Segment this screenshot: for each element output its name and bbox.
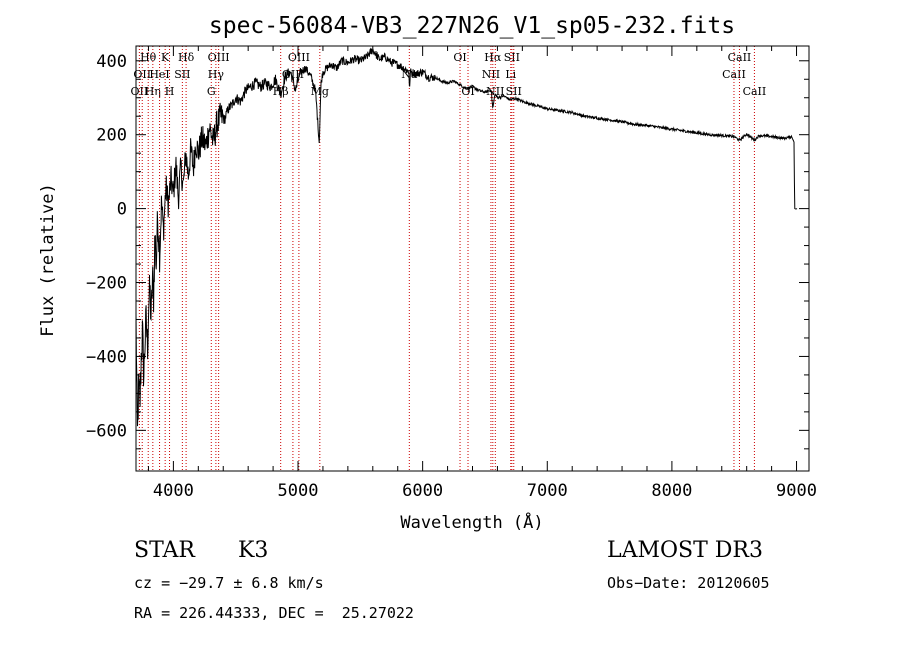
line-marker-label: Li <box>505 68 516 81</box>
line-marker-label: NII <box>486 85 504 98</box>
y-tick-label: 0 <box>117 200 127 220</box>
x-tick-label: 5000 <box>278 481 319 501</box>
line-marker-label: HeI <box>149 68 169 81</box>
line-marker-label: H <box>165 85 175 98</box>
line-marker-label: OIII <box>208 51 230 64</box>
x-tick-label: 6000 <box>402 481 443 501</box>
y-tick-label: −400 <box>86 347 127 367</box>
line-marker-label: CaII <box>728 51 752 64</box>
line-marker-label: Hθ <box>140 51 157 64</box>
line-marker-label: CaII <box>743 85 767 98</box>
line-marker-label: CaII <box>722 68 746 81</box>
line-marker-label: NII <box>482 68 500 81</box>
y-tick-label: 400 <box>96 52 127 72</box>
emission-line-markers: OIIOIIHθHηHeIKHSIIHδGHγOIIIHβOIIIOIIIMgN… <box>131 46 767 471</box>
line-marker-label: Hδ <box>178 51 195 64</box>
line-marker-label: Hα <box>484 51 502 64</box>
line-marker-label: SII <box>174 68 190 81</box>
x-axis-label: Wavelength (Å) <box>400 511 543 533</box>
axis-ticks: 4000 5000 6000 7000 8000 9000 −600 −400 −200 0 200… <box>86 46 817 501</box>
redshift-velocity: cz = −29.7 ± 6.8 km/s <box>134 574 324 592</box>
chart-title: spec-56084-VB3_227N26_V1_sp05-232.fits <box>209 13 735 39</box>
spectrum-line <box>135 47 798 427</box>
line-marker-label: OII <box>133 68 151 81</box>
line-marker-label: OIII <box>288 51 310 64</box>
line-marker-label: K <box>161 51 170 64</box>
line-marker-label: G <box>207 85 216 98</box>
line-marker-label: OII <box>131 85 149 98</box>
survey-name: LAMOST DR3 <box>607 538 763 563</box>
y-tick-label: −200 <box>86 274 127 294</box>
y-tick-label: −600 <box>86 421 127 441</box>
line-marker-label: SII <box>506 85 522 98</box>
observation-date: Obs−Date: 20120605 <box>607 574 770 592</box>
y-axis-label: Flux (relative) <box>38 183 58 337</box>
x-tick-label: 4000 <box>153 481 194 501</box>
x-tick-label: 9000 <box>776 481 817 501</box>
line-marker-label: Hη <box>145 85 161 98</box>
plot-frame <box>135 45 810 472</box>
line-marker-label: Na <box>401 68 418 81</box>
y-tick-label: 200 <box>96 126 127 146</box>
line-marker-label: Hγ <box>208 68 225 81</box>
line-marker-label: SII <box>504 51 520 64</box>
line-marker-label: OI <box>453 51 466 64</box>
x-tick-label: 8000 <box>651 481 692 501</box>
object-class: STAR <box>134 538 195 563</box>
x-tick-label: 7000 <box>527 481 568 501</box>
coordinates: RA = 226.44333, DEC = 25.27022 <box>134 604 414 622</box>
object-subclass: K3 <box>238 538 269 563</box>
